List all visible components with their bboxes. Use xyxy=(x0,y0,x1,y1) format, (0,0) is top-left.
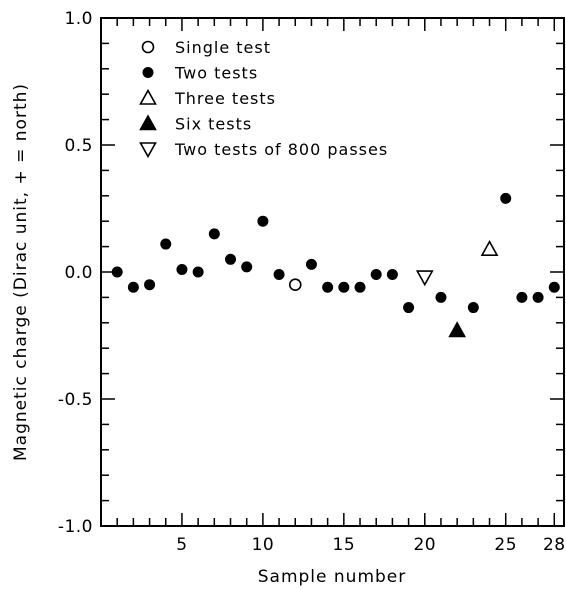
legend-label: Two tests xyxy=(174,64,258,83)
axis-ticks xyxy=(101,17,564,527)
legend-label: Single test xyxy=(175,38,271,57)
data-point xyxy=(208,228,220,240)
data-point xyxy=(160,238,172,250)
y-tick-label: -1.0 xyxy=(58,517,93,537)
x-tick-label: 15 xyxy=(333,535,356,555)
data-point xyxy=(448,321,467,338)
legend-label: Three tests xyxy=(174,89,276,108)
data-point xyxy=(354,281,366,293)
legend: Single test Two tests Three tests Six tests… xyxy=(139,38,388,159)
y-tick-label: 1.0 xyxy=(64,9,93,29)
x-tick-label: 20 xyxy=(413,535,436,555)
data-point xyxy=(386,269,398,281)
y-tick-label: 0.0 xyxy=(64,263,93,283)
data-point xyxy=(241,261,253,273)
data-point xyxy=(500,192,512,204)
legend-marker xyxy=(141,40,155,54)
data-point xyxy=(144,279,156,291)
data-point xyxy=(176,263,188,275)
y-tick-label: -0.5 xyxy=(58,390,93,410)
data-point xyxy=(338,281,350,293)
data-point xyxy=(435,291,447,303)
data-point xyxy=(192,266,204,278)
data-point xyxy=(467,302,479,314)
data-point xyxy=(370,269,382,281)
data-point xyxy=(322,281,334,293)
data-points xyxy=(111,192,560,338)
legend-marker xyxy=(142,67,154,78)
plot-frame xyxy=(100,17,565,527)
x-tick-label: 5 xyxy=(176,535,187,555)
y-tick-label: 0.5 xyxy=(64,136,93,156)
x-tick-label: 25 xyxy=(494,535,517,555)
legend-marker xyxy=(139,142,157,159)
data-point xyxy=(257,215,269,227)
x-tick-label: 28 xyxy=(543,535,566,555)
axis-tick-labels: 5 10 15 20 25 28 -1.0 -0.5 0.0 0.5 1.0 xyxy=(58,9,566,555)
legend-label: Two tests of 800 passes xyxy=(174,140,388,159)
data-point xyxy=(305,258,317,270)
data-point xyxy=(127,281,139,293)
data-point xyxy=(532,291,544,303)
y-axis-label: Magnetic charge (Dirac unit, + = north) xyxy=(11,83,31,461)
legend-marker xyxy=(139,114,157,131)
data-point xyxy=(403,302,415,314)
data-point xyxy=(516,291,528,303)
data-point xyxy=(225,253,237,265)
data-point xyxy=(415,270,434,287)
data-point xyxy=(548,281,560,293)
x-axis-label: Sample number xyxy=(258,567,407,587)
data-point xyxy=(480,239,499,256)
legend-label: Six tests xyxy=(175,115,252,134)
legend-marker xyxy=(139,88,157,105)
data-point xyxy=(288,278,302,292)
data-point xyxy=(111,266,123,278)
data-point xyxy=(273,269,285,281)
x-tick-label: 10 xyxy=(252,535,275,555)
